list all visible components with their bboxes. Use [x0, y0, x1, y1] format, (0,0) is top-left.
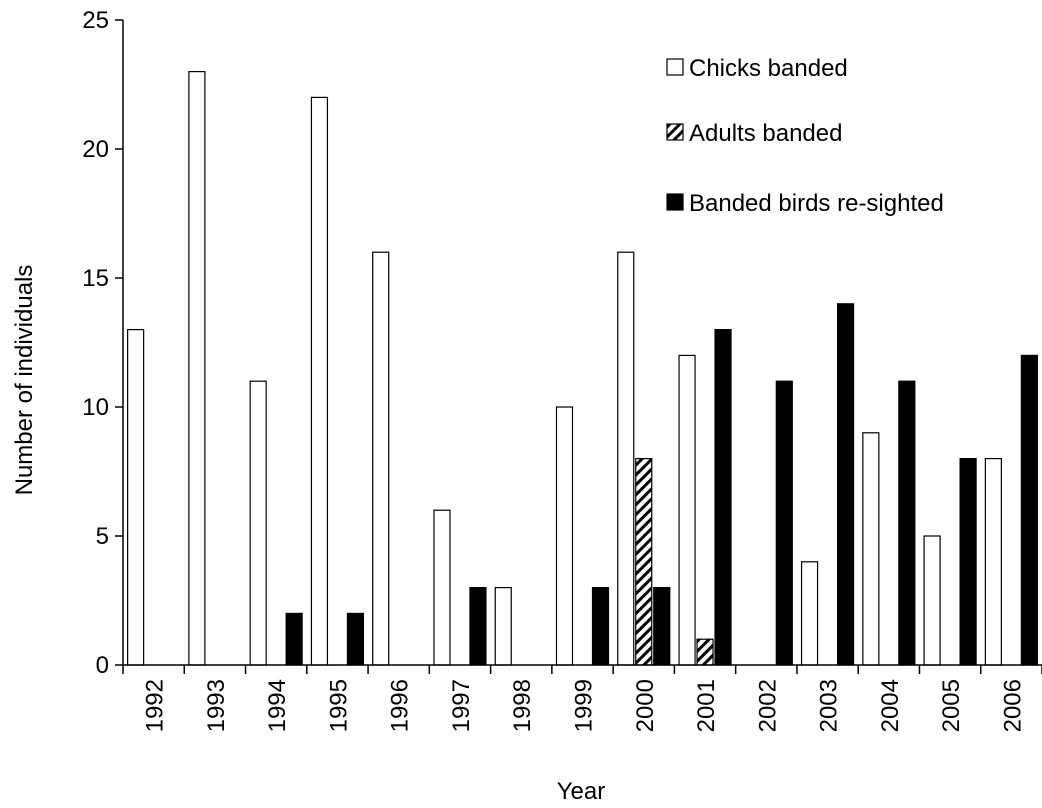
x-tick-label: 1994 [264, 679, 291, 732]
y-tick-label: 10 [82, 394, 109, 421]
legend-label: Banded birds re-sighted [689, 190, 944, 217]
x-tick-label: 1999 [571, 679, 598, 732]
bar-white-1992 [127, 329, 145, 666]
x-tick-label: 2006 [999, 679, 1026, 732]
bar-white-1997 [433, 509, 451, 666]
bar-white-1993 [188, 70, 206, 666]
y-tick-label: 15 [82, 265, 109, 292]
bar-black-1994 [285, 612, 303, 666]
bar-hatched-2000 [635, 458, 653, 666]
bar-white-1999 [555, 406, 574, 666]
bar-black-1999 [591, 586, 610, 666]
x-tick-label: 2005 [938, 679, 965, 732]
x-tick-label: 1993 [203, 679, 230, 732]
bar-black-1995 [346, 612, 365, 666]
bar-white-1994 [249, 380, 267, 666]
legend-swatch-black [666, 193, 684, 211]
x-tick-label: 2004 [877, 679, 904, 732]
bar-white-2001 [678, 354, 696, 666]
bar-white-2000 [617, 251, 635, 666]
bar-white-1996 [372, 251, 390, 666]
bar-black-1997 [469, 586, 487, 666]
y-tick-label: 5 [96, 523, 109, 550]
bar-black-2000 [653, 586, 671, 666]
x-tick-label: 2001 [693, 679, 720, 732]
bar-white-1998 [494, 586, 512, 666]
x-tick-label: 2002 [754, 679, 781, 732]
legend-swatch-white [666, 58, 684, 76]
y-tick-label: 0 [96, 652, 109, 679]
x-tick-label: 1998 [509, 679, 536, 732]
x-axis-title: Year [557, 778, 606, 805]
bar-black-2004 [898, 380, 916, 666]
legend-swatch-hatched [666, 123, 684, 141]
bar-black-2002 [775, 380, 793, 666]
legend-label: Chicks banded [689, 55, 848, 82]
bar-white-1995 [310, 96, 329, 666]
x-tick-label: 1996 [387, 679, 414, 732]
bar-white-2004 [862, 432, 880, 666]
x-ticks: 1992 1993 1994 1995 1996 1997 1998 1999 2000 2001… [122, 665, 1042, 732]
bar-white-2006 [984, 458, 1002, 666]
legend: Chicks banded Adults banded Banded birds r… [666, 55, 944, 217]
x-tick-label: 1992 [142, 679, 169, 732]
legend-label: Adults banded [689, 120, 842, 147]
bar-white-2003 [800, 561, 819, 666]
x-tick-label: 1997 [448, 679, 475, 732]
y-ticks: 0 5 10 15 20 25 [82, 7, 123, 679]
bar-hatched-2001 [696, 638, 714, 666]
x-tick-label: 2003 [816, 679, 843, 732]
y-tick-label: 25 [82, 7, 109, 34]
y-tick-label: 20 [82, 136, 109, 163]
y-axis-title: Number of individuals [11, 265, 38, 496]
x-tick-label: 2000 [632, 679, 659, 732]
plot-area [127, 70, 1038, 666]
bar-white-2005 [923, 535, 941, 666]
bar-black-2006 [1020, 354, 1038, 666]
x-tick-label: 1995 [325, 679, 352, 732]
bar-black-2005 [959, 458, 977, 666]
bar-black-2003 [836, 303, 855, 666]
bar-black-2001 [714, 329, 732, 666]
